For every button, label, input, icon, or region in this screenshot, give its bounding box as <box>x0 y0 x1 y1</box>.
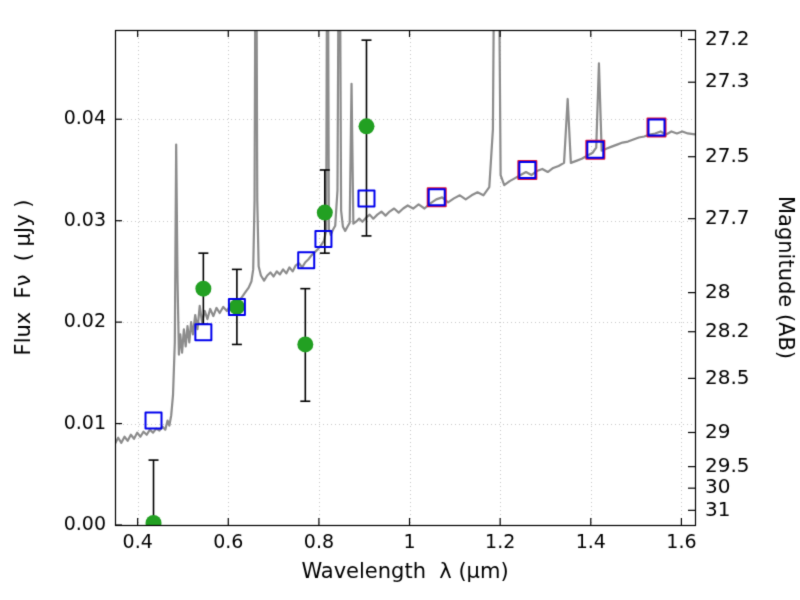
sed-plot-canvas <box>0 0 800 600</box>
sed-figure <box>0 0 800 600</box>
